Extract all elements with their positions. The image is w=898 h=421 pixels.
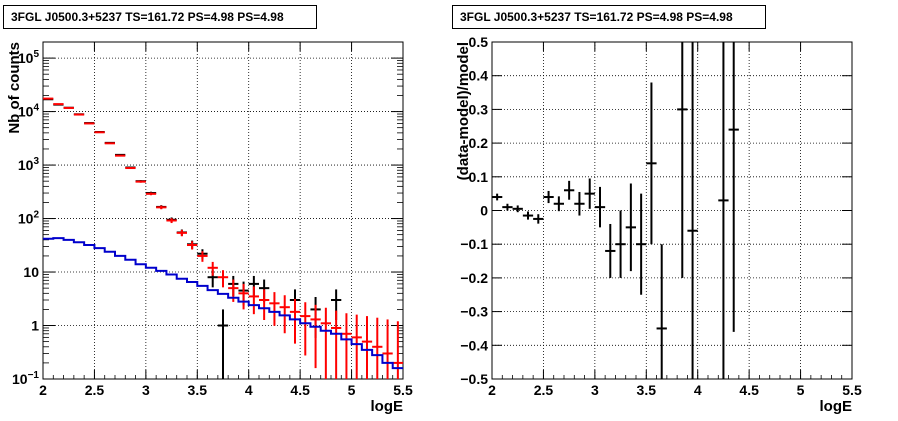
x-tick-label: 2.5 bbox=[85, 382, 105, 398]
y-tick-label: 0.3 bbox=[469, 101, 489, 117]
y-tick-label: −0.2 bbox=[460, 270, 488, 286]
y-tick-label: 0 bbox=[480, 203, 488, 219]
y-tick-label: 1 bbox=[31, 318, 39, 334]
y-tick-label: −0.1 bbox=[460, 236, 488, 252]
y-tick-label: 103 bbox=[18, 156, 40, 173]
x-tick-label: 4 bbox=[245, 382, 253, 398]
y-tick-label: 0.2 bbox=[469, 135, 489, 151]
chart-title-left: 3FGL J0500.3+5237 TS=161.72 PS=4.98 PS=4… bbox=[3, 5, 317, 29]
x-axis-title: logE bbox=[820, 398, 853, 415]
y-tick-label: 10 bbox=[23, 264, 39, 280]
y-tick-label: 104 bbox=[18, 103, 40, 120]
x-tick-label: 5.5 bbox=[842, 382, 862, 398]
y-tick-label: −0.5 bbox=[460, 371, 488, 387]
y-axis-title: (data-model)/model bbox=[455, 42, 472, 180]
x-tick-label: 2 bbox=[39, 382, 47, 398]
x-tick-label: 5 bbox=[348, 382, 356, 398]
y-tick-label: −0.4 bbox=[460, 337, 488, 353]
x-tick-label: 4.5 bbox=[739, 382, 759, 398]
y-tick-label: −0.3 bbox=[460, 304, 488, 320]
x-tick-label: 2 bbox=[488, 382, 496, 398]
y-tick-label: 0.1 bbox=[469, 169, 489, 185]
x-tick-label: 3.5 bbox=[188, 382, 208, 398]
y-tick-label: 102 bbox=[18, 210, 40, 227]
x-tick-label: 2.5 bbox=[534, 382, 554, 398]
y-tick-label: 10−1 bbox=[12, 370, 39, 387]
x-tick-label: 5.5 bbox=[393, 382, 413, 398]
x-tick-label: 4 bbox=[694, 382, 702, 398]
x-tick-label: 4.5 bbox=[290, 382, 310, 398]
y-axis-title: Nb of counts bbox=[6, 42, 23, 134]
y-tick-label: 0.5 bbox=[469, 34, 489, 50]
x-tick-label: 3 bbox=[142, 382, 150, 398]
x-axis-title: logE bbox=[371, 398, 404, 415]
x-tick-label: 3 bbox=[591, 382, 599, 398]
x-tick-label: 5 bbox=[797, 382, 805, 398]
residual-plot: 2 2.5 3 3.5 4 4.5 5 5.5 −0.5 −0.4 −0.3 −0.2 −0.1 0 0.1… bbox=[455, 34, 862, 415]
y-tick-label: 105 bbox=[18, 49, 40, 66]
x-tick-label: 3.5 bbox=[637, 382, 657, 398]
counts-plot: 2 2.5 3 3.5 4 4.5 5 5.5 10−1 1 10 102 103 104 105 logE N… bbox=[6, 41, 413, 415]
y-tick-label: 0.4 bbox=[469, 68, 489, 84]
chart-title-right: 3FGL J0500.3+5237 TS=161.72 PS=4.98 PS=4… bbox=[452, 5, 766, 29]
model-histogram-line bbox=[43, 237, 403, 370]
